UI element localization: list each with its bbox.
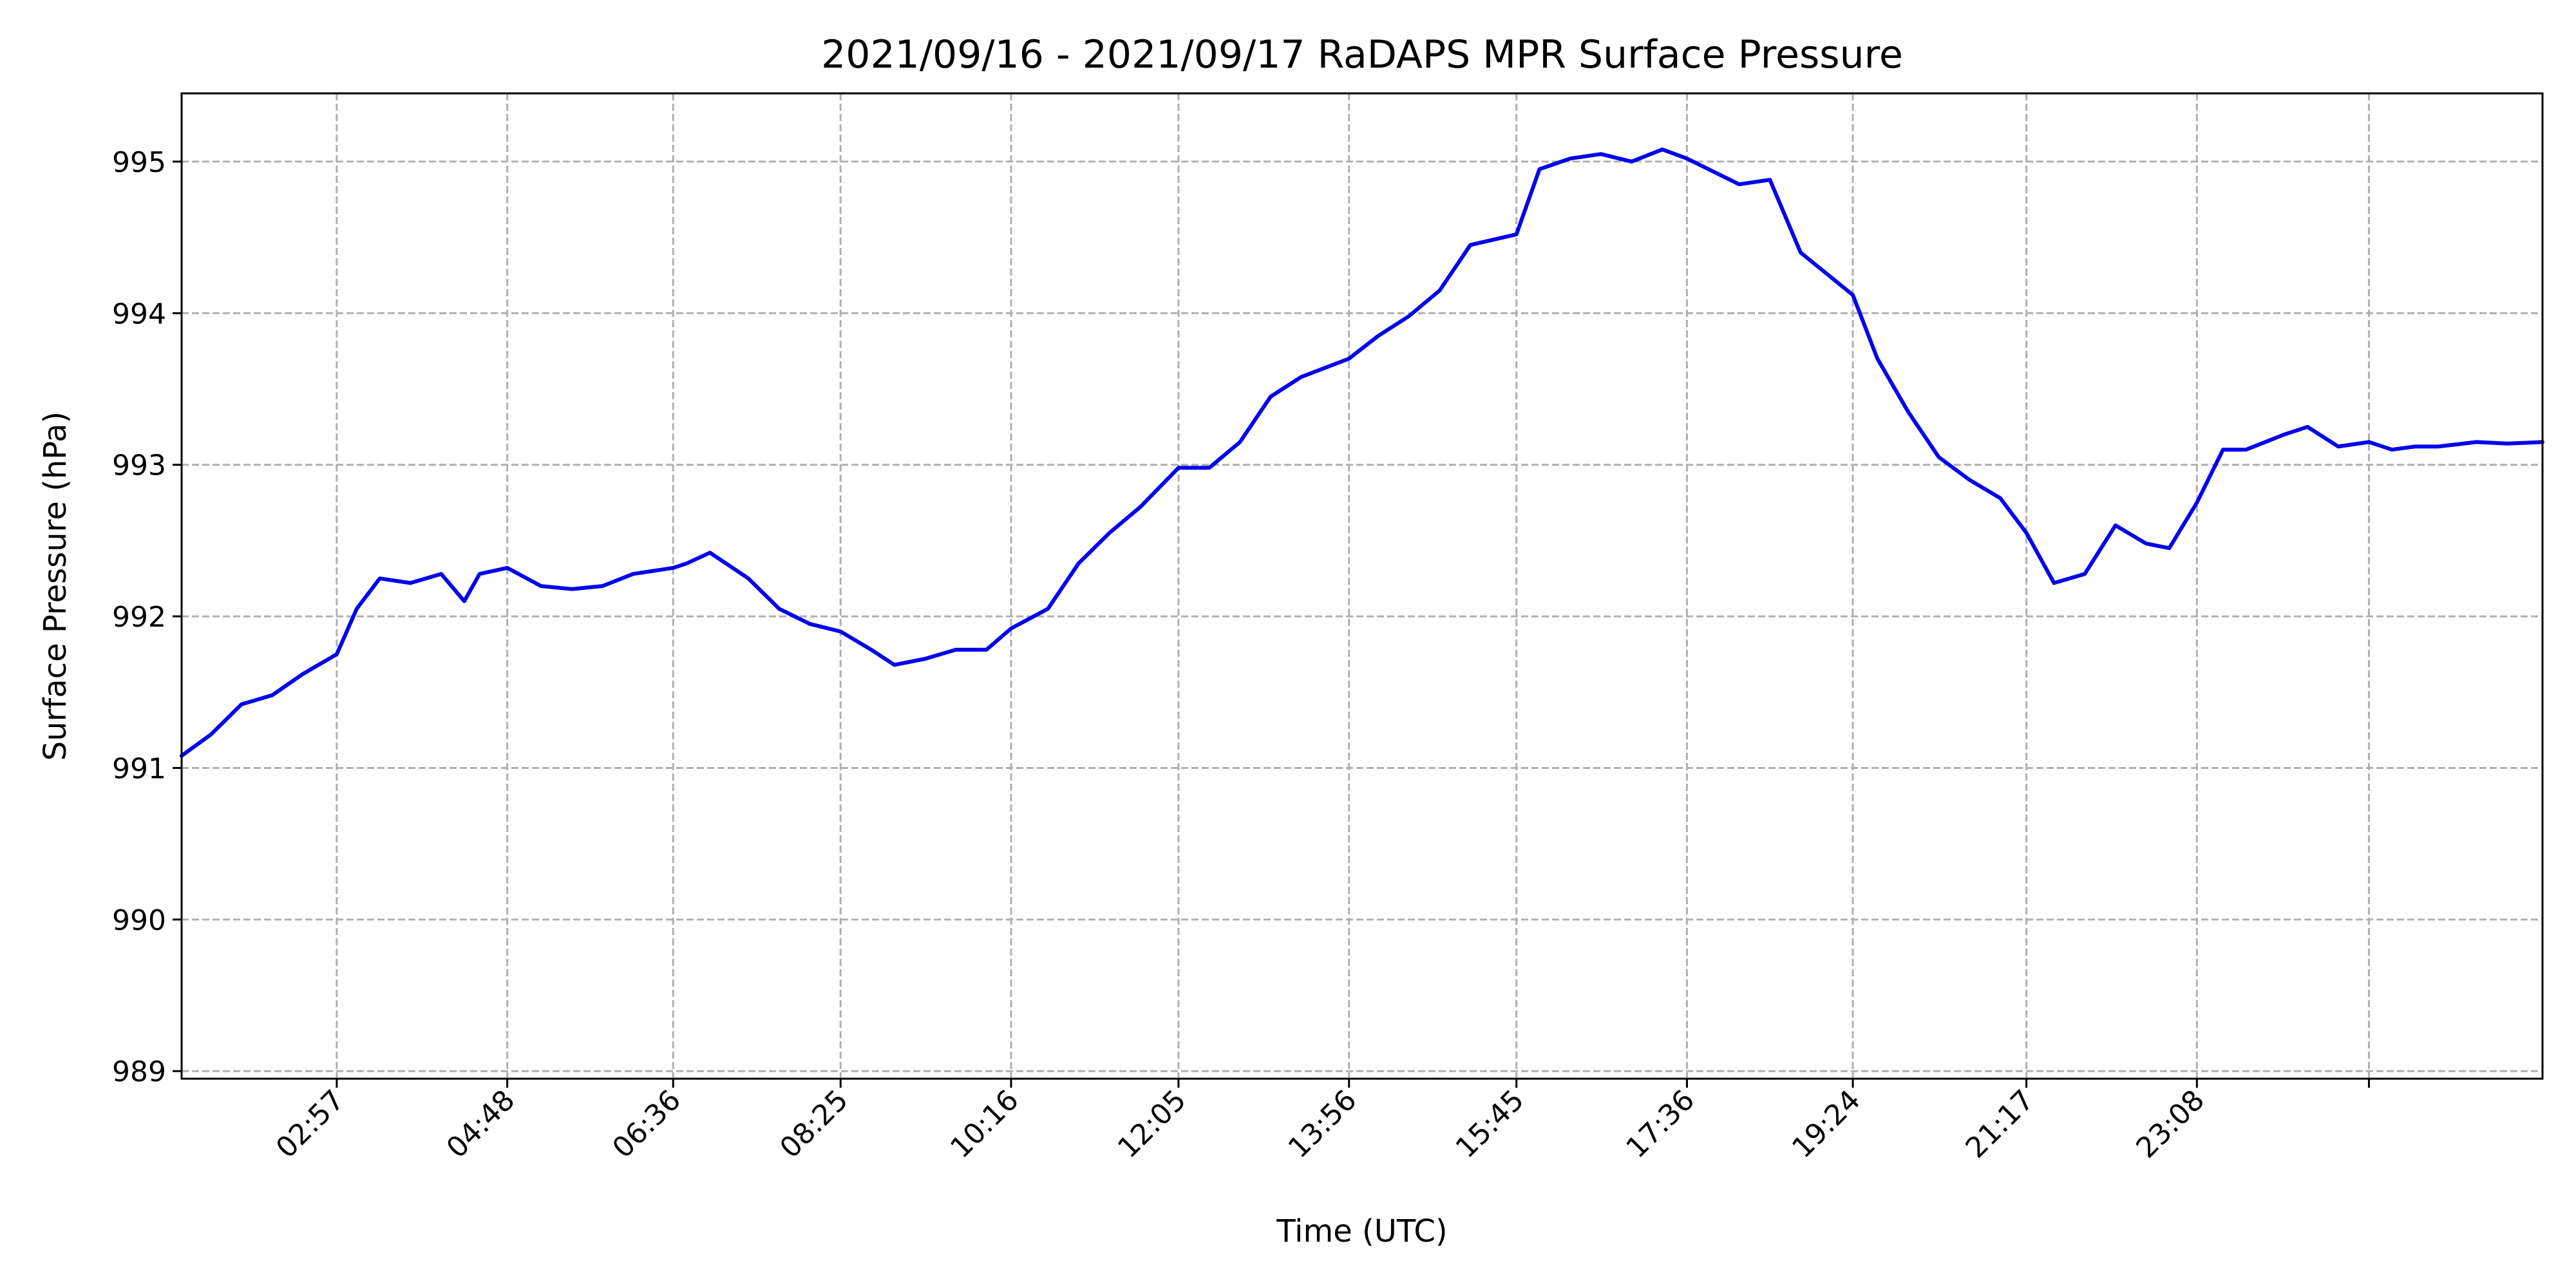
x-tick-label: 15:45 xyxy=(1450,1084,1531,1165)
grid xyxy=(182,93,2543,1079)
x-tick-label: 13:56 xyxy=(1282,1084,1363,1165)
x-tick-label: 19:24 xyxy=(1786,1084,1867,1165)
x-tick-label: 06:36 xyxy=(606,1084,687,1165)
x-tick-label: 21:17 xyxy=(1960,1084,2041,1165)
y-tick-label: 993 xyxy=(112,450,166,482)
y-tick-label: 989 xyxy=(112,1056,166,1088)
y-tick-label: 992 xyxy=(112,601,166,634)
x-tick-label: 23:08 xyxy=(2130,1084,2211,1165)
chart-title: 2021/09/16 - 2021/09/17 RaDAPS MPR Surfa… xyxy=(821,32,1903,77)
x-tick-label: 04:48 xyxy=(440,1084,522,1165)
x-tick-label: 17:36 xyxy=(1620,1084,1701,1165)
plot-frame xyxy=(180,92,2544,1080)
x-axis-label: Time (UTC) xyxy=(1276,1213,1447,1249)
y-tick-label: 991 xyxy=(112,752,166,785)
y-tick-label: 995 xyxy=(112,146,166,179)
x-tick-label: 12:05 xyxy=(1112,1084,1193,1165)
x-tick-label: 08:25 xyxy=(773,1084,855,1165)
y-tick-label: 994 xyxy=(112,298,166,330)
x-axis: 02:57 04:48 06:36 08:25 10:16 12:05 13:56 15:45… xyxy=(270,1079,2370,1165)
y-axis: 989 990 991 992 993 994 995 xyxy=(112,146,182,1088)
x-tick-label: 02:57 xyxy=(270,1084,351,1165)
x-tick-label: 10:16 xyxy=(944,1084,1025,1165)
y-tick-label: 990 xyxy=(112,904,166,937)
pressure-series-line xyxy=(180,147,2544,758)
series-line-layer xyxy=(180,147,2544,758)
y-axis-label: Surface Pressure (hPa) xyxy=(37,412,73,761)
